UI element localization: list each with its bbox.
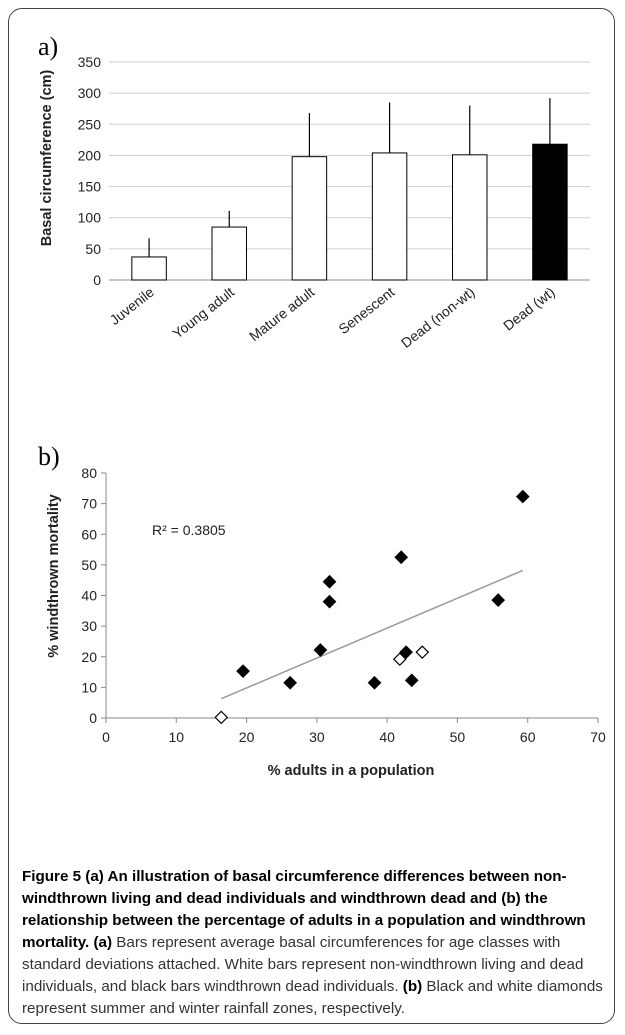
panel-a-label: a) [38,32,58,61]
caption-tag-a: (a) [93,934,113,951]
data-point-filled-diamond [283,675,297,690]
scatter-x-tick-label: 30 [309,729,325,745]
scatter-chart-panel: b) % windthrown mortality % adults in a … [38,442,606,779]
bar [131,256,167,281]
scatter-x-tick-label: 40 [379,729,395,745]
scatter-y-tick-label: 40 [81,588,97,604]
bar [452,154,488,281]
bar-gridlines [109,61,590,281]
scatter-y-tick-label: 10 [81,679,97,695]
bar-y-tick-label: 250 [78,116,102,132]
scatter-y-tick-label: 60 [81,526,97,542]
scatter-points [214,489,530,725]
bar-x-tick-label: Juvenile [107,284,157,328]
scatter-axes [105,473,598,719]
bar-y-tick-label: 200 [78,147,102,163]
bar-y-tick-label: 50 [85,241,101,257]
panel-b-label: b) [38,442,60,471]
scatter-y-tick-label: 30 [81,618,97,634]
data-point-filled-diamond [399,645,413,660]
figure-caption: Figure 5 (a) An illustration of basal ci… [22,866,607,1020]
bar-y-tick-label: 100 [78,210,102,226]
data-point-open-diamond [392,652,407,667]
scatter-x-ticks: 0 10 20 30 40 50 60 70 [102,718,606,745]
data-point-filled-diamond [394,550,409,565]
scatter-x-tick-label: 20 [239,729,255,745]
bar [211,226,247,281]
bar-chart-panel: a) Basal circumference (cm) 0 50 100 150 200… [38,32,590,351]
caption-text-a: Bars represent average basal circumferen… [22,934,584,995]
scatter-y-tick-label: 0 [89,710,97,726]
scatter-x-tick-label: 70 [590,729,606,745]
scatter-x-tick-label: 0 [102,729,110,745]
data-point-filled-diamond [322,574,337,589]
figure-charts: a) Basal circumference (cm) 050100150200… [38,32,606,779]
caption-text-b: Black and white diamonds represent summe… [22,978,603,1017]
bar-y-axis-title: Basal circumference (cm) [39,70,55,247]
bar-y-ticks: 0 50 100 150 200 250 300 350 [78,54,102,288]
bar-x-tick-label: Mature adult [246,284,317,345]
caption-title: Figure 5 (a) An illustration of basal ci… [22,868,586,951]
figure-frame [8,8,615,1024]
bar-y-tick-label: 350 [78,54,102,70]
bar-x-tick-label: Dead (wt) [500,284,558,334]
trendline [220,569,524,700]
scatter-trendline [220,569,524,700]
scatter-x-tick-label: 10 [168,729,184,745]
bar-x-tick-label: Young adult [169,284,237,342]
data-point-filled-diamond [236,664,250,678]
data-point-filled-diamond [367,675,382,690]
bar [371,152,408,281]
scatter-y-ticks: 0 10 20 30 40 50 60 70 80 [81,465,106,726]
scatter-y-axis-title: % windthrown mortality [46,494,62,658]
bar [291,156,328,281]
data-point-filled-diamond [515,489,530,504]
scatter-x-tick-label: 50 [450,729,466,745]
r-squared-annotation: R² = 0.3805 [152,522,226,538]
bar [532,143,568,281]
bar-x-tick-label: Senescent [335,284,397,337]
data-point-filled-diamond [313,643,328,657]
data-point-open-diamond [415,645,430,660]
bar-y-tick-label: 0 [93,272,101,288]
bar-series [131,143,568,281]
bar-x-ticks: Juvenile Young adult Mature adult Senescent… [107,284,558,351]
bar-y-tick-label: 300 [78,85,102,101]
bar-error-bars [148,98,551,257]
scatter-y-tick-label: 50 [81,557,97,573]
data-point-filled-diamond [491,593,506,607]
data-point-filled-diamond [322,594,337,609]
scatter-y-tick-label: 80 [81,465,97,481]
caption-tag-b: (b) [402,978,423,995]
bar-x-tick-label: Dead (non-wt) [398,284,478,351]
scatter-y-tick-label: 20 [81,649,97,665]
scatter-x-tick-label: 60 [520,729,536,745]
scatter-y-tick-label: 70 [81,496,97,512]
data-point-filled-diamond [404,673,419,688]
bar-y-tick-label: 150 [78,179,102,195]
data-point-open-diamond [214,710,229,725]
scatter-x-axis-title: % adults in a population [268,763,435,779]
